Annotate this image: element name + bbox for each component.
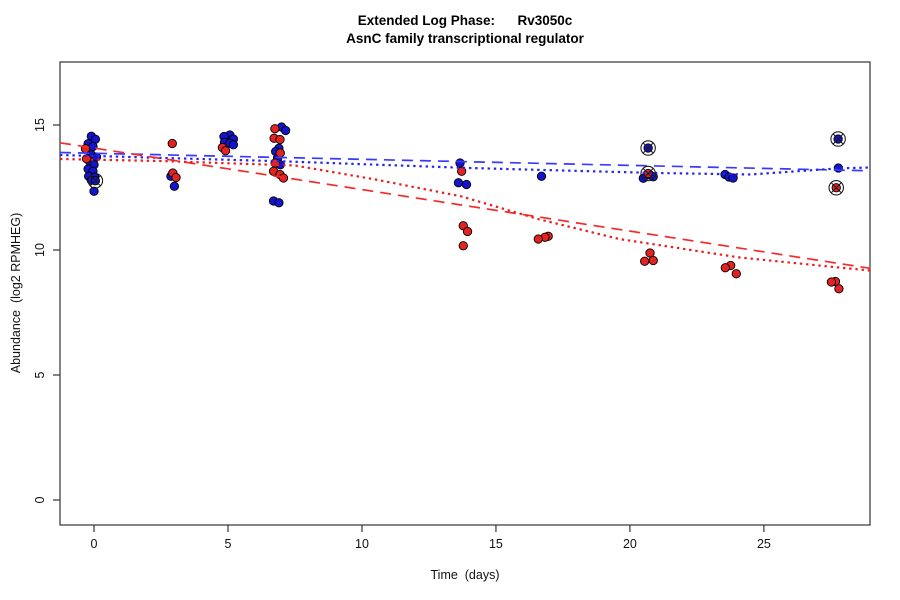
outlier-circle-x-icon: [89, 175, 101, 187]
x-tick-label: 20: [623, 537, 637, 551]
outlier-circle-x-icon: [642, 142, 654, 154]
data-point-blue-condition: [274, 198, 284, 208]
data-point-red-condition: [533, 234, 543, 244]
blue-dotted-fit: [59, 153, 871, 176]
data-point-blue-condition: [89, 186, 99, 196]
red-dotted-fit: [59, 157, 871, 272]
red-dashed-fit: [59, 141, 871, 270]
data-point-blue-condition: [169, 181, 180, 191]
data-point-red-condition: [462, 226, 473, 237]
data-point-blue-condition: [453, 178, 464, 188]
x-axis-label: Time (days): [430, 568, 500, 582]
x-tick-label: 15: [489, 537, 503, 551]
data-point-red-condition: [640, 256, 650, 266]
plot-frame: [59, 61, 871, 526]
blue-dashed-fit: [59, 151, 871, 172]
outlier-circle-x-icon: [830, 182, 842, 194]
x-tick-label: 5: [225, 537, 232, 551]
data-point-red-condition: [458, 241, 468, 251]
y-tick-label: 0: [33, 496, 47, 503]
y-tick-label: 15: [33, 118, 47, 132]
data-point-red-condition: [275, 134, 285, 145]
outlier-circle-x-icon: [642, 168, 654, 179]
outlier-circle-x-icon: [640, 140, 656, 156]
outlier-circle-x-icon: [828, 180, 844, 196]
y-tick-label: 5: [33, 371, 47, 378]
data-point-blue-condition: [228, 140, 239, 150]
data-point-red-condition: [270, 124, 280, 134]
data-point-blue-condition: [455, 158, 465, 168]
outlier-circle-x-icon: [87, 173, 104, 189]
x-tick-label: 25: [757, 537, 771, 551]
y-tick-label: 10: [33, 243, 47, 257]
data-point-red-condition: [648, 255, 658, 266]
data-point-blue-condition: [461, 179, 472, 190]
chart-title: Extended Log Phase: Rv3050c: [357, 13, 573, 28]
data-point-red-condition: [167, 138, 177, 149]
data-point-red-condition: [731, 269, 741, 279]
y-axis-label: Abundance (log2 RPMHEG): [9, 212, 23, 374]
data-point-red-condition: [275, 148, 285, 158]
data-point-blue-condition: [536, 171, 547, 181]
outlier-circle-x-icon: [830, 131, 846, 147]
data-point-red-condition: [457, 166, 467, 176]
data-point-blue-condition: [728, 173, 738, 183]
outlier-circle-x-icon: [640, 165, 656, 182]
data-point-red-condition: [834, 284, 844, 294]
x-tick-label: 10: [355, 537, 369, 551]
data-point-red-condition: [171, 172, 181, 183]
data-point-red-condition: [720, 263, 730, 273]
chart-subtitle: AsnC family transcriptional regulator: [346, 31, 584, 46]
data-point-red-condition: [220, 146, 231, 156]
x-tick-label: 0: [91, 537, 98, 551]
data-point-blue-condition: [280, 125, 291, 136]
data-point-red-condition: [826, 277, 837, 287]
outlier-circle-x-icon: [832, 133, 844, 145]
